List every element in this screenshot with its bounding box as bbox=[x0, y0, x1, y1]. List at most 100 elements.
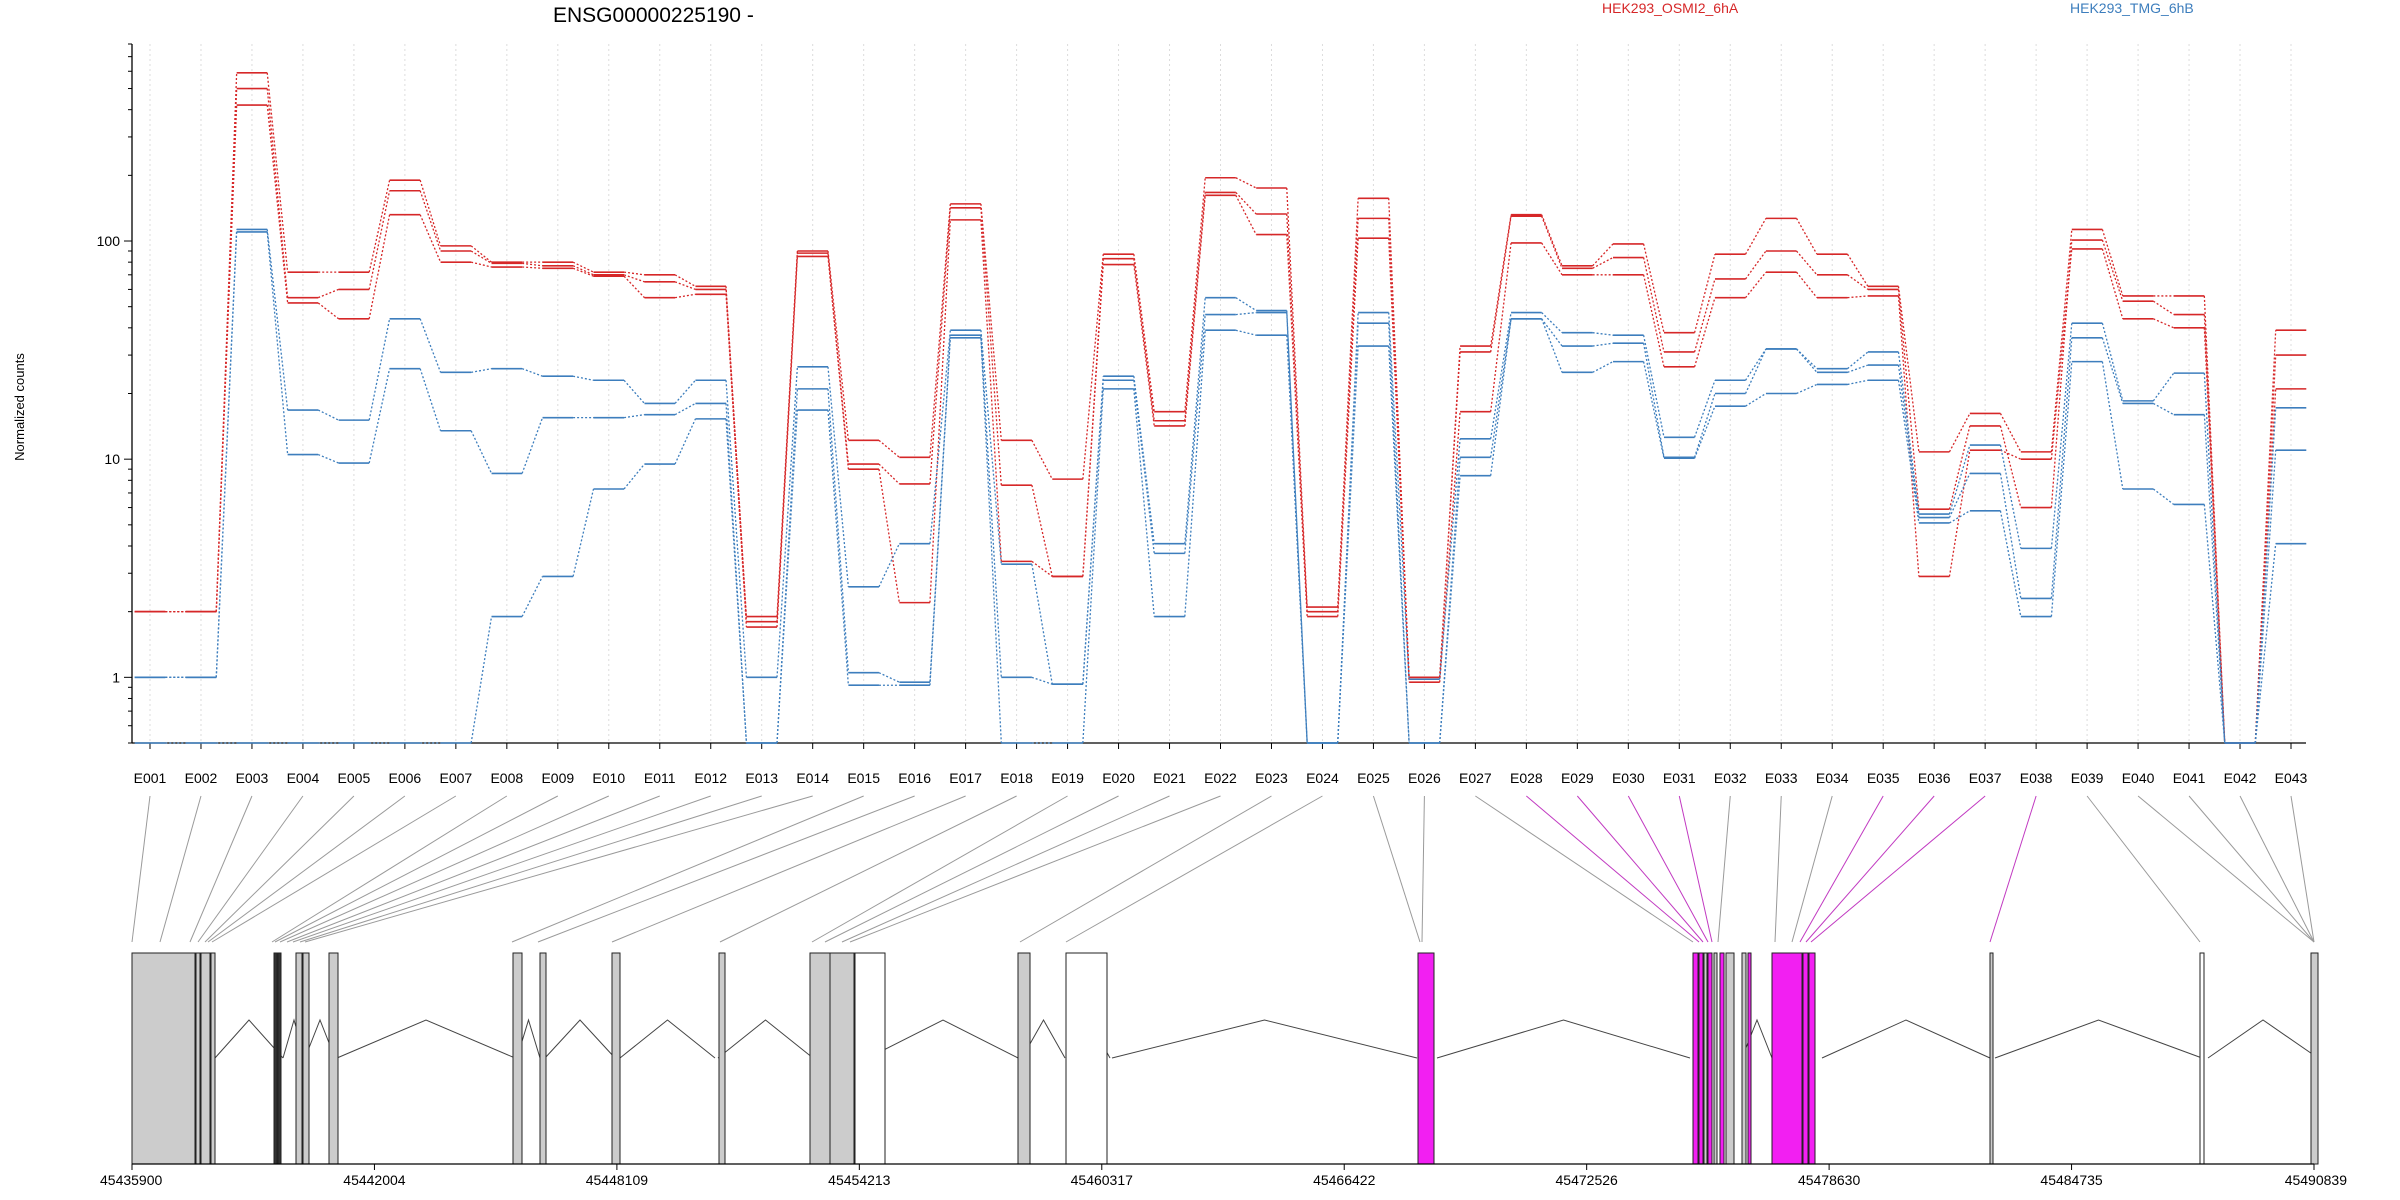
exon-box bbox=[1713, 952, 1718, 1165]
exon-box bbox=[277, 952, 282, 1165]
gene-coordinate-label: 45448109 bbox=[586, 1172, 649, 1188]
series-connector bbox=[1286, 234, 1308, 617]
series-connector bbox=[1541, 318, 1563, 373]
series-connector bbox=[2050, 240, 2073, 508]
chart-title: ENSG00000225190 - bbox=[553, 4, 754, 27]
x-tick-label: E003 bbox=[236, 770, 269, 786]
x-tick-label: E032 bbox=[1714, 770, 1747, 786]
exon-mapping-line bbox=[1717, 795, 1731, 943]
series-connector bbox=[1897, 351, 1920, 515]
intron-line bbox=[1111, 1019, 1418, 1059]
exon-box bbox=[1065, 952, 1108, 1165]
series-connector bbox=[1592, 243, 1614, 267]
x-tick-label: E037 bbox=[1969, 770, 2002, 786]
series-connector bbox=[1388, 238, 1410, 683]
series-connector bbox=[1541, 215, 1563, 269]
x-tick-label: E042 bbox=[2224, 770, 2257, 786]
exon-box bbox=[1808, 952, 1816, 1165]
exon-connectors bbox=[131, 795, 2315, 943]
series-connector bbox=[929, 219, 951, 603]
series-connector bbox=[1744, 218, 1767, 255]
exon-box bbox=[611, 952, 621, 1165]
x-tick-label: E043 bbox=[2275, 770, 2308, 786]
series-connector bbox=[1999, 444, 2022, 549]
x-tick-label: E006 bbox=[389, 770, 422, 786]
series-connector bbox=[368, 190, 391, 290]
exon-box bbox=[200, 952, 211, 1165]
series-connector bbox=[2101, 323, 2124, 402]
series-connector bbox=[980, 330, 1002, 565]
exon-box bbox=[1692, 952, 1699, 1165]
series-connector bbox=[1133, 388, 1155, 617]
series-connector bbox=[2152, 372, 2175, 402]
series-connector bbox=[1897, 380, 1920, 524]
series-connector bbox=[2203, 373, 2226, 744]
series-connector bbox=[572, 265, 594, 276]
series-connector bbox=[471, 368, 492, 373]
intron-line bbox=[717, 1019, 814, 1059]
x-tick-label: E012 bbox=[694, 770, 727, 786]
series-connector bbox=[1490, 216, 1512, 353]
x-tick-label: E035 bbox=[1867, 770, 1900, 786]
series-connector bbox=[1184, 195, 1206, 427]
exon-mapping-line bbox=[131, 795, 151, 943]
exon-mapping-line bbox=[537, 795, 915, 943]
series-connector bbox=[1133, 254, 1155, 412]
x-tick-label: E017 bbox=[949, 770, 982, 786]
exon-mapping-line bbox=[1627, 795, 1709, 943]
series-connector bbox=[2050, 323, 2073, 549]
legend-label-tmg: HEK293_TMG_6hB bbox=[2070, 0, 2194, 16]
series-connector bbox=[623, 413, 645, 419]
gene-coordinate-label: 45466422 bbox=[1313, 1172, 1376, 1188]
exon-box bbox=[195, 952, 201, 1165]
intron-line bbox=[867, 1019, 1019, 1059]
exon-box bbox=[829, 952, 855, 1165]
gene-coordinate-label: 45454213 bbox=[828, 1172, 891, 1188]
series-connector bbox=[1796, 271, 1818, 299]
series-connector bbox=[419, 368, 442, 431]
exon-mapping-line bbox=[2086, 795, 2201, 943]
series-connector bbox=[368, 214, 391, 319]
exon-box bbox=[1725, 952, 1735, 1165]
series-connector bbox=[266, 88, 289, 298]
intron-line bbox=[619, 1019, 716, 1059]
series-connector bbox=[1693, 254, 1716, 333]
series-connector bbox=[1796, 250, 1818, 276]
x-tick-label: E019 bbox=[1051, 770, 1084, 786]
x-tick-label: E041 bbox=[2173, 770, 2206, 786]
series-connector bbox=[522, 266, 543, 269]
exon-box bbox=[210, 952, 216, 1165]
axis-labels: 1 10 100 E001 E002 E003 E004 E005 E006 E007 E008 E0… bbox=[97, 233, 2348, 1188]
series-connector bbox=[1999, 413, 2022, 453]
series-connector bbox=[2101, 248, 2124, 319]
series-connector bbox=[674, 379, 696, 404]
exon-mapping-line bbox=[1475, 795, 1694, 943]
series-connector bbox=[1847, 295, 1868, 299]
exon-mapping-line bbox=[1019, 795, 1272, 943]
exon-box bbox=[539, 952, 547, 1165]
x-tick-label: E001 bbox=[134, 770, 167, 786]
series-connector bbox=[2050, 248, 2073, 460]
x-tick-label: E033 bbox=[1765, 770, 1798, 786]
series-connector bbox=[980, 337, 1002, 744]
series-connector bbox=[1847, 274, 1869, 290]
series-connector bbox=[1184, 297, 1206, 544]
gene-coordinate-label: 45435900 bbox=[100, 1172, 163, 1188]
series-connector bbox=[521, 576, 544, 617]
series-connector bbox=[1541, 214, 1563, 267]
series-connector bbox=[1184, 330, 1206, 617]
series-connector bbox=[1897, 364, 1920, 518]
series-connector bbox=[2203, 414, 2226, 744]
series-connector bbox=[1439, 411, 1461, 683]
series-connector bbox=[470, 616, 493, 744]
intron-line bbox=[544, 1019, 616, 1059]
exon-mapping-line bbox=[2290, 795, 2315, 943]
series-connector bbox=[419, 190, 442, 252]
series-connector bbox=[368, 368, 391, 464]
series-connector bbox=[1948, 425, 1971, 510]
exon-box bbox=[1703, 952, 1708, 1165]
series-connector bbox=[725, 380, 748, 678]
series-connector bbox=[572, 267, 594, 277]
exon-mapping-line bbox=[811, 795, 1068, 943]
series-connector bbox=[1031, 676, 1053, 685]
